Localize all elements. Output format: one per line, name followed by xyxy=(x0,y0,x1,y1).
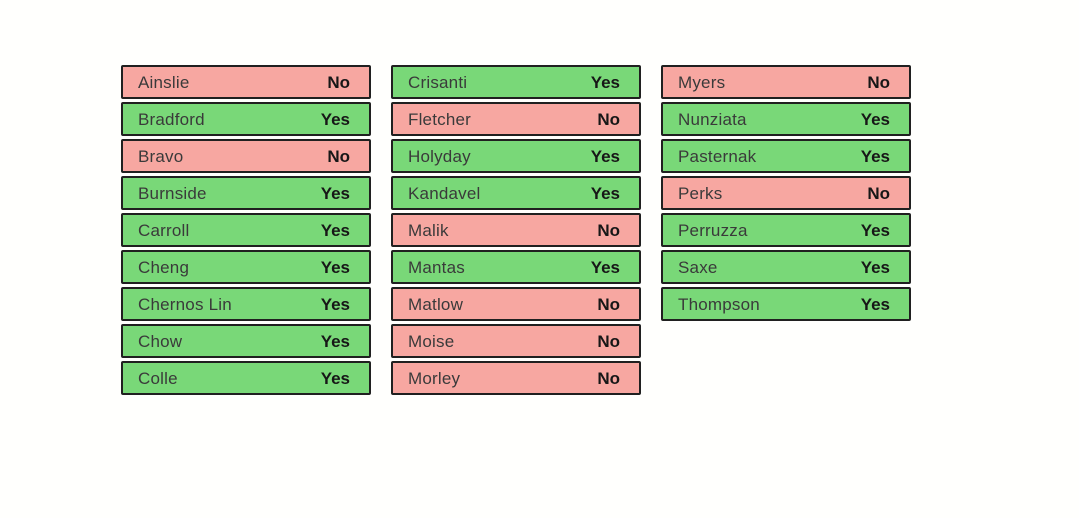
vote-value: Yes xyxy=(860,220,890,240)
vote-value: Yes xyxy=(860,294,890,314)
vote-row: Carroll Yes xyxy=(121,213,371,247)
vote-row: Kandavel Yes xyxy=(391,176,641,210)
vote-column: Myers No Nunziata Yes Pasternak Yes Perks No Per… xyxy=(661,65,911,398)
member-name: Holyday xyxy=(408,146,471,166)
vote-row: Fletcher No xyxy=(391,102,641,136)
member-name: Ainslie xyxy=(138,72,190,92)
vote-value: Yes xyxy=(590,257,620,277)
vote-row: Malik No xyxy=(391,213,641,247)
vote-row: Chow Yes xyxy=(121,324,371,358)
vote-row: Colle Yes xyxy=(121,361,371,395)
member-name: Thompson xyxy=(678,294,760,314)
vote-value: No xyxy=(867,72,890,92)
member-name: Malik xyxy=(408,220,449,240)
vote-row: Chernos Lin Yes xyxy=(121,287,371,321)
vote-row: Thompson Yes xyxy=(661,287,911,321)
vote-value: No xyxy=(597,294,620,314)
vote-value: No xyxy=(597,220,620,240)
member-name: Burnside xyxy=(138,183,207,203)
vote-row: Ainslie No xyxy=(121,65,371,99)
vote-row: Burnside Yes xyxy=(121,176,371,210)
vote-value: No xyxy=(867,183,890,203)
member-name: Colle xyxy=(138,368,178,388)
member-name: Pasternak xyxy=(678,146,757,166)
member-name: Mantas xyxy=(408,257,465,277)
vote-results-board: Ainslie No Bradford Yes Bravo No Burnside Yes Ca… xyxy=(121,65,911,398)
vote-row: Myers No xyxy=(661,65,911,99)
member-name: Perks xyxy=(678,183,723,203)
vote-value: Yes xyxy=(320,220,350,240)
vote-value: Yes xyxy=(860,146,890,166)
vote-row: Perruzza Yes xyxy=(661,213,911,247)
vote-value: No xyxy=(597,331,620,351)
vote-value: Yes xyxy=(590,146,620,166)
member-name: Carroll xyxy=(138,220,190,240)
member-name: Matlow xyxy=(408,294,464,314)
vote-row: Bravo No xyxy=(121,139,371,173)
member-name: Myers xyxy=(678,72,726,92)
vote-row: Bradford Yes xyxy=(121,102,371,136)
vote-row: Crisanti Yes xyxy=(391,65,641,99)
vote-value: Yes xyxy=(320,331,350,351)
vote-value: No xyxy=(327,146,350,166)
vote-row: Matlow No xyxy=(391,287,641,321)
vote-value: Yes xyxy=(320,109,350,129)
vote-value: No xyxy=(597,109,620,129)
member-name: Kandavel xyxy=(408,183,481,203)
vote-row: Saxe Yes xyxy=(661,250,911,284)
vote-value: Yes xyxy=(860,257,890,277)
vote-value: Yes xyxy=(320,183,350,203)
vote-value: Yes xyxy=(320,294,350,314)
member-name: Cheng xyxy=(138,257,190,277)
vote-value: No xyxy=(597,368,620,388)
vote-value: Yes xyxy=(590,72,620,92)
vote-value: Yes xyxy=(320,257,350,277)
vote-value: Yes xyxy=(320,368,350,388)
member-name: Morley xyxy=(408,368,461,388)
vote-row: Pasternak Yes xyxy=(661,139,911,173)
member-name: Fletcher xyxy=(408,109,472,129)
vote-value: Yes xyxy=(590,183,620,203)
member-name: Chernos Lin xyxy=(138,294,232,314)
vote-column: Crisanti Yes Fletcher No Holyday Yes Kandavel Y… xyxy=(391,65,641,398)
member-name: Saxe xyxy=(678,257,718,277)
vote-value: Yes xyxy=(860,109,890,129)
member-name: Nunziata xyxy=(678,109,747,129)
vote-row: Nunziata Yes xyxy=(661,102,911,136)
member-name: Bradford xyxy=(138,109,205,129)
vote-row: Morley No xyxy=(391,361,641,395)
vote-row: Holyday Yes xyxy=(391,139,641,173)
vote-row: Perks No xyxy=(661,176,911,210)
member-name: Crisanti xyxy=(408,72,468,92)
member-name: Bravo xyxy=(138,146,184,166)
member-name: Chow xyxy=(138,331,183,351)
member-name: Moise xyxy=(408,331,455,351)
vote-value: No xyxy=(327,72,350,92)
vote-row: Cheng Yes xyxy=(121,250,371,284)
member-name: Perruzza xyxy=(678,220,748,240)
vote-row: Moise No xyxy=(391,324,641,358)
vote-row: Mantas Yes xyxy=(391,250,641,284)
vote-column: Ainslie No Bradford Yes Bravo No Burnside Yes Ca… xyxy=(121,65,371,398)
